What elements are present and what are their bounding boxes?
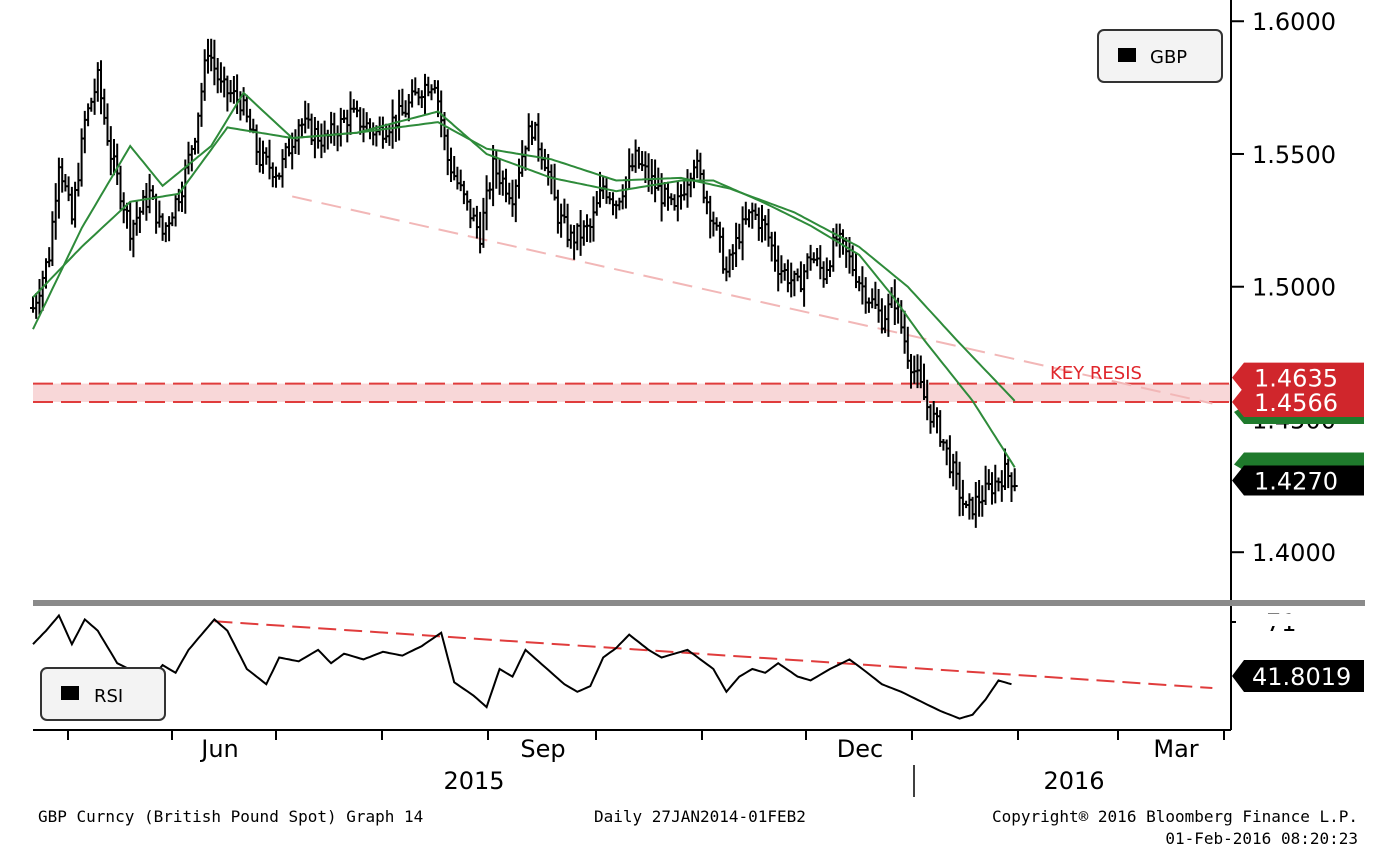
rsi-value-tag: 41.8019 (1232, 660, 1364, 692)
y-tick-label: 1.4000 (1252, 539, 1336, 567)
time-axis: Jun Sep Dec Mar 2015 2016 (67, 730, 1225, 797)
price-legend: GBP (1097, 29, 1223, 83)
y-tick-label: 1.5000 (1252, 274, 1336, 302)
x-label-dec: Dec (837, 735, 883, 763)
price-trendline (291, 195, 1213, 405)
rsi-legend: RSI (40, 667, 166, 721)
price-panel: KEY RESIS GBP (30, 29, 1231, 528)
moving-average-2-line (32, 121, 1016, 402)
footer: GBP Curncy (British Pound Spot) Graph 14… (38, 807, 1358, 848)
x-label-jun: Jun (199, 735, 239, 763)
x-label-sep: Sep (520, 735, 565, 763)
y-tick-label: 1.6000 (1252, 8, 1336, 36)
rsi-legend-label: RSI (94, 686, 123, 707)
panel-separator (33, 600, 1365, 606)
key-resistance-annotation: KEY RESIS (1050, 363, 1142, 384)
price-tag-last: 1.4270 (1232, 465, 1364, 496)
footer-period: Daily 27JAN2014-01FEB2 (594, 807, 806, 826)
x-label-mar: Mar (1153, 735, 1198, 763)
price-tag-resistance-lower: 1.4566 (1232, 386, 1364, 417)
resistance-band (33, 383, 1231, 402)
rsi-line (32, 613, 1012, 720)
moving-average-1-line (32, 91, 1016, 468)
price-tag-resistance-lower-label: 1.4566 (1254, 389, 1338, 417)
y-tick-label: 1.5500 (1252, 141, 1336, 169)
footer-security: GBP Curncy (British Pound Spot) Graph 14 (38, 807, 423, 826)
rsi-panel: RSI 71 41.8019 (32, 606, 1366, 731)
price-tag-last-label: 1.4270 (1254, 468, 1338, 496)
footer-copyright: Copyright® 2016 Bloomberg Finance L.P. (992, 807, 1358, 826)
year-label-2016: 2016 (1043, 767, 1104, 795)
footer-timestamp: 01-Feb-2016 08:20:23 (1165, 829, 1358, 848)
price-legend-label: GBP (1150, 47, 1187, 68)
ohlc-bars (30, 38, 1018, 528)
rsi-trendline (214, 620, 1213, 690)
rsi-value-label: 41.8019 (1252, 663, 1351, 691)
year-label-2015: 2015 (443, 767, 504, 795)
